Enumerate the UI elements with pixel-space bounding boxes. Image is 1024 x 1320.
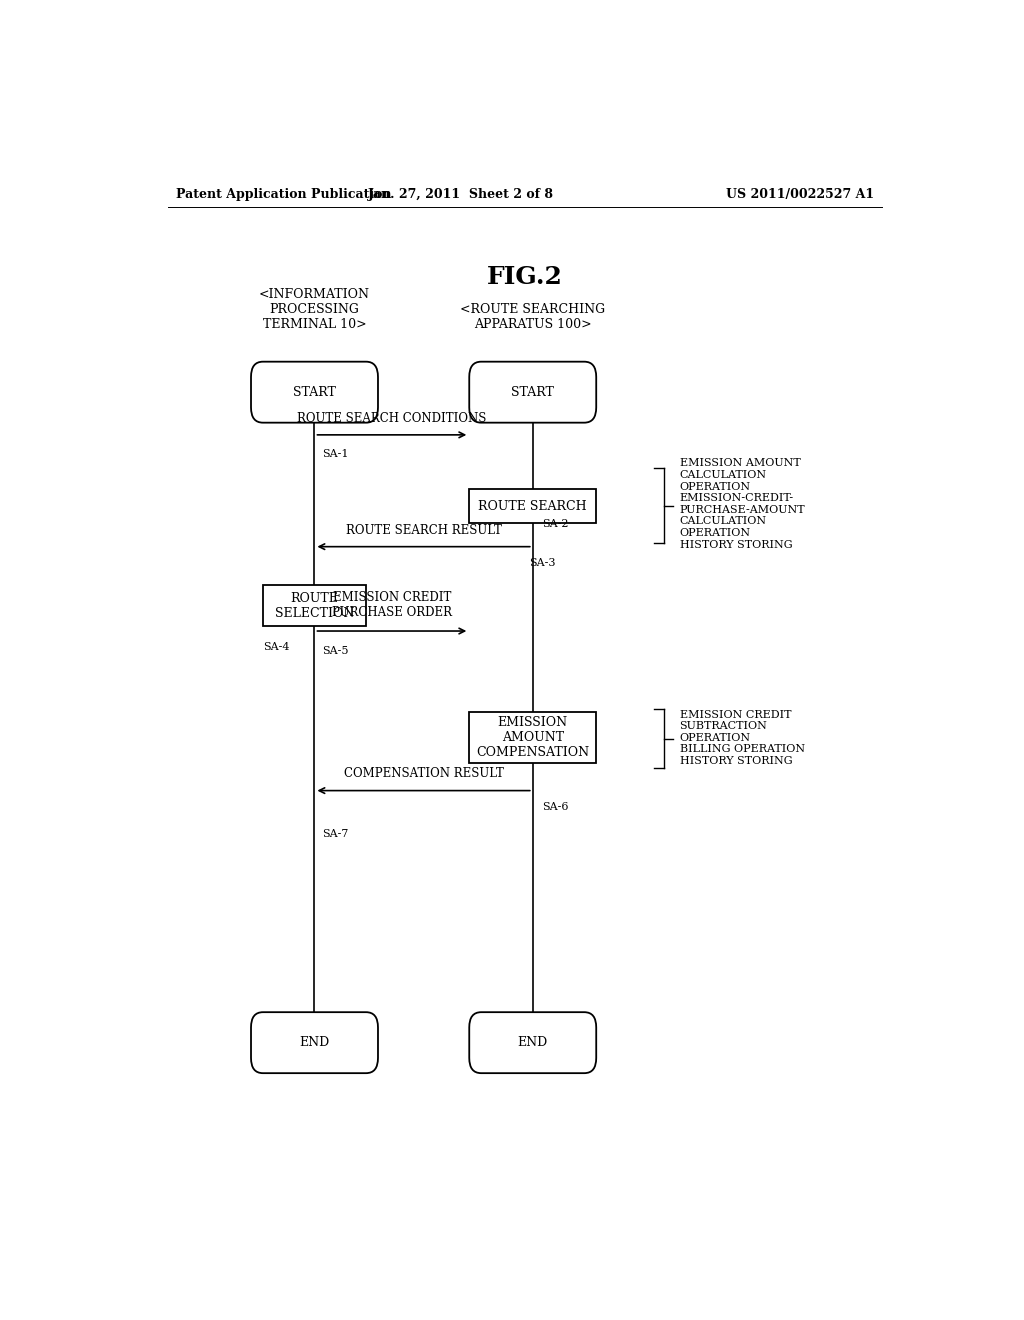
Text: END: END xyxy=(299,1036,330,1049)
Text: SA-6: SA-6 xyxy=(543,801,568,812)
FancyBboxPatch shape xyxy=(251,362,378,422)
Text: <INFORMATION
PROCESSING
TERMINAL 10>: <INFORMATION PROCESSING TERMINAL 10> xyxy=(259,288,370,331)
Text: FIG.2: FIG.2 xyxy=(486,265,563,289)
Text: SA-7: SA-7 xyxy=(323,829,349,840)
Text: Patent Application Publication: Patent Application Publication xyxy=(176,189,391,202)
Text: Jan. 27, 2011  Sheet 2 of 8: Jan. 27, 2011 Sheet 2 of 8 xyxy=(369,189,554,202)
Text: START: START xyxy=(511,385,554,399)
Text: EMISSION AMOUNT
CALCULATION
OPERATION
EMISSION-CREDIT-
PURCHASE-AMOUNT
CALCULATI: EMISSION AMOUNT CALCULATION OPERATION EM… xyxy=(680,458,805,549)
Text: <ROUTE SEARCHING
APPARATUS 100>: <ROUTE SEARCHING APPARATUS 100> xyxy=(460,304,605,331)
Text: SA-2: SA-2 xyxy=(543,519,568,529)
Text: SA-5: SA-5 xyxy=(323,647,349,656)
Text: EMISSION
AMOUNT
COMPENSATION: EMISSION AMOUNT COMPENSATION xyxy=(476,717,589,759)
Text: SA-1: SA-1 xyxy=(323,449,349,459)
Bar xyxy=(469,713,596,763)
Text: COMPENSATION RESULT: COMPENSATION RESULT xyxy=(344,767,504,780)
Text: EMISSION CREDIT
SUBTRACTION
OPERATION
BILLING OPERATION
HISTORY STORING: EMISSION CREDIT SUBTRACTION OPERATION BI… xyxy=(680,710,805,766)
Bar xyxy=(263,585,367,626)
Text: ROUTE SEARCH RESULT: ROUTE SEARCH RESULT xyxy=(346,524,502,536)
FancyBboxPatch shape xyxy=(469,362,596,422)
Text: US 2011/0022527 A1: US 2011/0022527 A1 xyxy=(726,189,873,202)
Text: ROUTE SEARCH: ROUTE SEARCH xyxy=(478,499,587,512)
Bar xyxy=(469,490,596,523)
Text: SA-4: SA-4 xyxy=(263,643,290,652)
Text: END: END xyxy=(517,1036,548,1049)
Text: ROUTE
SELECTION: ROUTE SELECTION xyxy=(274,591,354,619)
FancyBboxPatch shape xyxy=(251,1012,378,1073)
Text: ROUTE SEARCH CONDITIONS: ROUTE SEARCH CONDITIONS xyxy=(297,412,486,425)
Text: EMISSION CREDIT
PURCHASE ORDER: EMISSION CREDIT PURCHASE ORDER xyxy=(332,591,452,619)
Text: SA-3: SA-3 xyxy=(528,558,555,568)
Text: START: START xyxy=(293,385,336,399)
FancyBboxPatch shape xyxy=(469,1012,596,1073)
